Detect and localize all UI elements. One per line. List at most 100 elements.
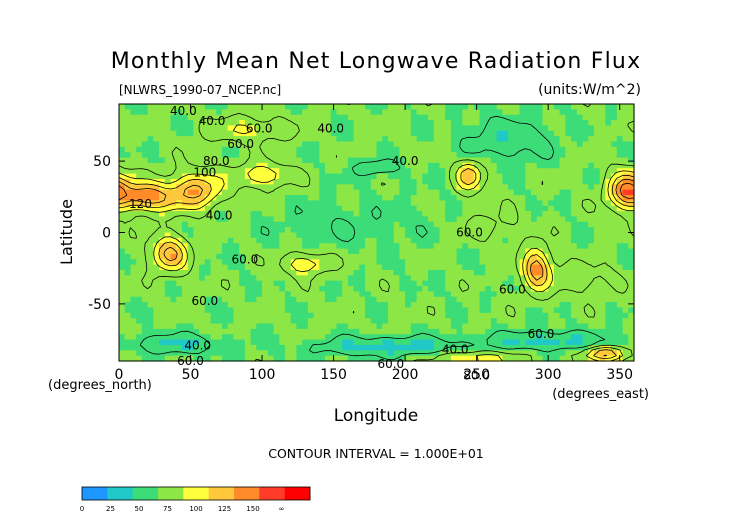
field-cell bbox=[256, 136, 263, 143]
field-cell bbox=[393, 157, 400, 164]
field-cell bbox=[347, 189, 355, 196]
field-cell bbox=[370, 269, 378, 276]
field-cell bbox=[399, 339, 406, 346]
field-cell bbox=[445, 120, 452, 127]
field-cell bbox=[124, 120, 132, 127]
field-cell bbox=[508, 253, 515, 260]
field-cell bbox=[222, 141, 229, 148]
field-cell bbox=[565, 269, 572, 276]
field-cell bbox=[428, 318, 435, 325]
field-cell bbox=[279, 211, 286, 218]
field-cell bbox=[513, 334, 521, 341]
field-cell bbox=[256, 334, 263, 341]
field-cell bbox=[170, 120, 177, 127]
field-cell bbox=[496, 307, 503, 314]
field-cell bbox=[628, 221, 635, 228]
field-cell bbox=[325, 243, 332, 250]
field-cell bbox=[365, 269, 372, 276]
field-cell bbox=[565, 136, 572, 143]
field-cell bbox=[244, 318, 252, 325]
field-cell bbox=[605, 328, 612, 335]
colorbar-swatch bbox=[259, 487, 286, 500]
field-cell bbox=[284, 302, 292, 309]
field-cell bbox=[170, 328, 177, 335]
field-cell bbox=[262, 104, 269, 110]
field-cell bbox=[565, 200, 572, 207]
field-cell bbox=[313, 216, 320, 223]
field-cell bbox=[336, 269, 343, 276]
field-cell bbox=[216, 173, 223, 180]
field-cell bbox=[508, 350, 515, 357]
field-cell bbox=[244, 302, 252, 309]
field-cell bbox=[290, 152, 297, 159]
field-cell bbox=[382, 275, 389, 282]
field-cell bbox=[616, 259, 624, 266]
field-cell bbox=[485, 205, 492, 212]
field-cell bbox=[290, 232, 297, 239]
field-cell bbox=[422, 157, 429, 164]
field-cell bbox=[439, 104, 446, 110]
field-cell bbox=[193, 286, 200, 292]
field-cell bbox=[199, 152, 206, 159]
field-cell bbox=[456, 237, 463, 244]
field-cell bbox=[330, 307, 338, 314]
field-cell bbox=[181, 312, 189, 319]
x-axis-title: Longitude bbox=[334, 406, 419, 426]
field-cell bbox=[559, 200, 566, 207]
field-cell bbox=[628, 302, 635, 309]
field-cell bbox=[141, 355, 149, 362]
field-cell bbox=[553, 350, 561, 357]
field-cell bbox=[284, 350, 292, 357]
field-cell bbox=[422, 168, 429, 175]
field-cell bbox=[216, 136, 223, 143]
colorbar-swatch bbox=[107, 487, 134, 500]
field-cell bbox=[382, 211, 389, 218]
field-cell bbox=[302, 248, 309, 255]
field-cell bbox=[387, 307, 395, 314]
field-cell bbox=[468, 189, 475, 196]
field-cell bbox=[616, 248, 624, 255]
field-cell bbox=[405, 114, 412, 121]
field-cell bbox=[519, 162, 526, 169]
field-cell bbox=[216, 296, 223, 303]
field-cell bbox=[262, 328, 269, 335]
field-cell bbox=[342, 237, 349, 244]
field-cell bbox=[405, 275, 412, 282]
field-cell bbox=[119, 344, 126, 351]
field-cell bbox=[479, 227, 486, 234]
contour-label: 40.0 bbox=[206, 208, 233, 222]
field-cell bbox=[399, 221, 406, 228]
field-cell bbox=[147, 286, 154, 292]
field-cell bbox=[119, 253, 126, 260]
field-cell bbox=[542, 216, 549, 223]
field-cell bbox=[124, 253, 132, 260]
field-cell bbox=[622, 302, 629, 309]
field-cell bbox=[616, 146, 624, 153]
field-cell bbox=[605, 227, 612, 234]
field-cell bbox=[599, 318, 606, 325]
field-cell bbox=[605, 195, 612, 201]
field-cell bbox=[416, 334, 423, 341]
field-cell bbox=[571, 189, 578, 196]
field-cell bbox=[593, 189, 601, 196]
field-cell bbox=[588, 323, 595, 330]
field-cell bbox=[513, 232, 521, 239]
field-cell bbox=[262, 232, 269, 239]
field-cell bbox=[393, 286, 400, 292]
field-cell bbox=[210, 136, 217, 143]
field-cell bbox=[576, 269, 584, 276]
field-cell bbox=[284, 334, 292, 341]
field-cell bbox=[153, 296, 160, 303]
field-cell bbox=[227, 291, 235, 298]
field-cell bbox=[153, 280, 160, 287]
field-cell bbox=[273, 109, 280, 116]
field-cell bbox=[616, 243, 624, 250]
field-cell bbox=[599, 120, 606, 127]
field-cell bbox=[428, 136, 435, 143]
field-cell bbox=[279, 275, 286, 282]
field-cell bbox=[548, 259, 555, 266]
field-cell bbox=[605, 104, 612, 110]
field-cell bbox=[336, 296, 343, 303]
field-cell bbox=[199, 221, 206, 228]
field-cell bbox=[233, 125, 240, 132]
